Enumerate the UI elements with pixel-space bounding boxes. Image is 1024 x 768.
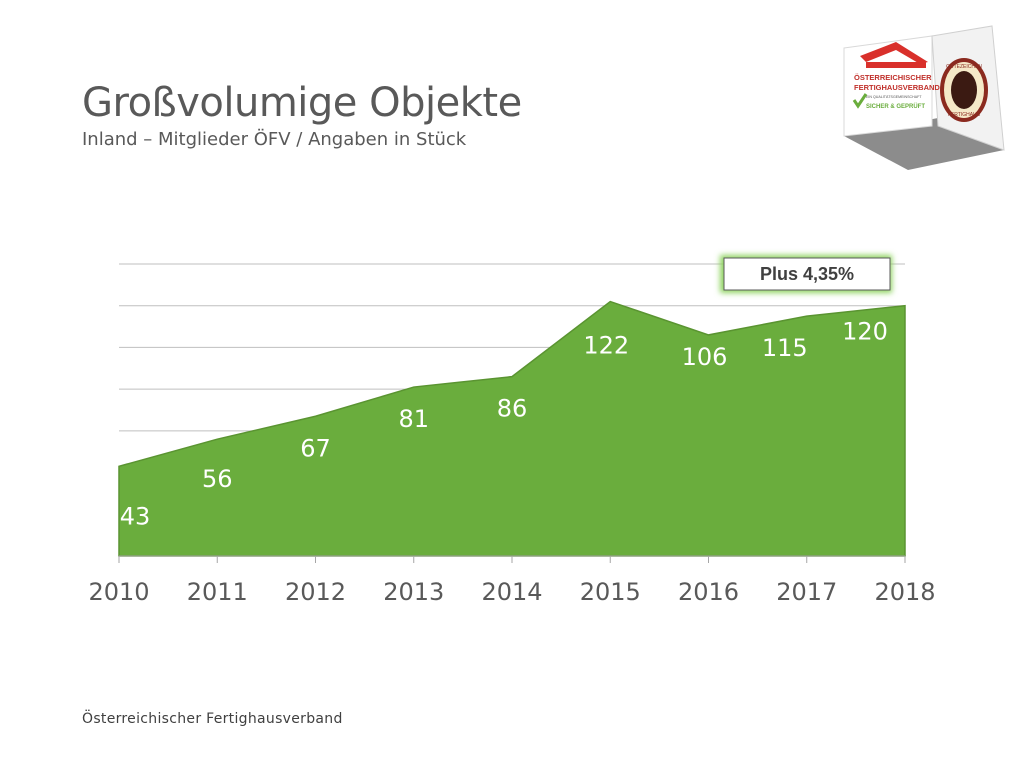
data-label: 120 <box>842 318 888 346</box>
data-label: 67 <box>300 434 331 462</box>
logo-line-1: ÖSTERREICHISCHER <box>854 73 932 82</box>
area-series <box>118 300 906 557</box>
data-label: 81 <box>398 405 429 433</box>
page-title: Großvolumige Objekte <box>82 80 522 126</box>
data-label: 86 <box>497 395 528 423</box>
data-label: 115 <box>762 334 808 362</box>
x-tick-label: 2013 <box>383 578 444 606</box>
x-tick-label: 2018 <box>874 578 935 606</box>
x-tick-label: 2016 <box>678 578 739 606</box>
annotation-label: Plus 4,35% <box>760 264 854 284</box>
data-label: 43 <box>120 502 151 530</box>
data-label: 122 <box>583 332 629 360</box>
seal-text-bottom: FERTIGHAUS <box>948 112 981 118</box>
annotation-box <box>723 257 891 291</box>
footer-source: Österreichischer Fertighausverband <box>82 711 343 727</box>
logo-badge-text: SICHER & GEPRÜFT <box>866 103 925 110</box>
logo-line-2: FERTIGHAUSVERBAND <box>854 83 940 92</box>
x-tick-label: 2015 <box>580 578 641 606</box>
oefv-logo-cube: ÖSTERREICHISCHER FERTIGHAUSVERBAND EIN Q… <box>843 25 1005 170</box>
x-tick-label: 2010 <box>88 578 149 606</box>
x-tick-label: 2017 <box>776 578 837 606</box>
page-subtitle: Inland – Mitglieder ÖFV / Angaben in Stü… <box>82 129 467 150</box>
seal-text-top: GÜTEZEICHEN <box>946 63 982 70</box>
data-label: 56 <box>202 465 233 493</box>
x-tick-label: 2014 <box>481 578 542 606</box>
data-label: 106 <box>682 343 728 371</box>
check-icon <box>852 93 868 109</box>
logo-small-line: EIN QUALITÄTSGEMEINSCHAFT <box>866 95 922 99</box>
x-tick-label: 2011 <box>187 578 248 606</box>
x-tick-label: 2012 <box>285 578 346 606</box>
